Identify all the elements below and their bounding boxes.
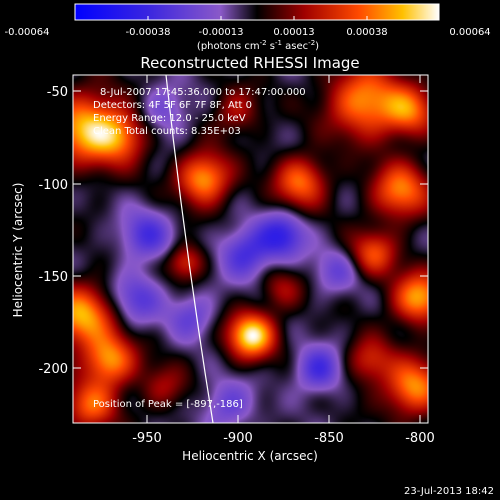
y-tick-label: -200 bbox=[38, 362, 68, 377]
annotation-time-range: 8-Jul-2007 17:45:36.000 to 17:47:00.000 bbox=[100, 87, 306, 98]
plot-frame bbox=[72, 74, 429, 424]
annotation-peak: Position of Peak = [-897,-186] bbox=[93, 399, 243, 410]
y-tick-label: -50 bbox=[47, 85, 68, 100]
solar-limb-line bbox=[165, 75, 214, 423]
colorbar-ticks bbox=[74, 16, 440, 20]
colorbar-tick-label: 0.00064 bbox=[449, 27, 490, 38]
y-tick-label: -100 bbox=[38, 178, 68, 193]
x-tick-label: -850 bbox=[314, 431, 344, 446]
heatmap-image bbox=[73, 75, 428, 423]
y-axis-ticks bbox=[73, 90, 428, 369]
colorbar-tick-label: -0.00013 bbox=[199, 27, 244, 38]
plot-title: Reconstructed RHESSI Image bbox=[140, 54, 359, 72]
annotation-energy: Energy Range: 12.0 - 25.0 keV bbox=[93, 113, 246, 124]
colorbar-unit-label: (photons cm-2 s-1 asec-2) bbox=[197, 39, 319, 52]
y-axis-label: Heliocentric Y (arcsec) bbox=[11, 183, 25, 318]
annotation-method: Clean Total counts: 8.35E+03 bbox=[93, 126, 241, 137]
colorbar-tick-label: -0.00064 bbox=[5, 27, 50, 38]
annotation-detectors: Detectors: 4F 5F 6F 7F 8F, Att 0 bbox=[93, 100, 252, 111]
colorbar bbox=[74, 3, 440, 21]
x-tick-label: -950 bbox=[132, 431, 162, 446]
y-tick-label: -150 bbox=[38, 270, 68, 285]
x-axis-ticks bbox=[146, 75, 421, 423]
x-tick-label: -800 bbox=[405, 431, 435, 446]
x-tick-label: -900 bbox=[223, 431, 253, 446]
colorbar-tick-label: 0.00013 bbox=[273, 27, 314, 38]
footer-timestamp: 23-Jul-2013 18:42 bbox=[404, 486, 494, 497]
x-axis-label: Heliocentric X (arcsec) bbox=[182, 449, 318, 463]
colorbar-tick-label: -0.00038 bbox=[126, 27, 171, 38]
colorbar-tick-label: 0.00038 bbox=[346, 27, 387, 38]
